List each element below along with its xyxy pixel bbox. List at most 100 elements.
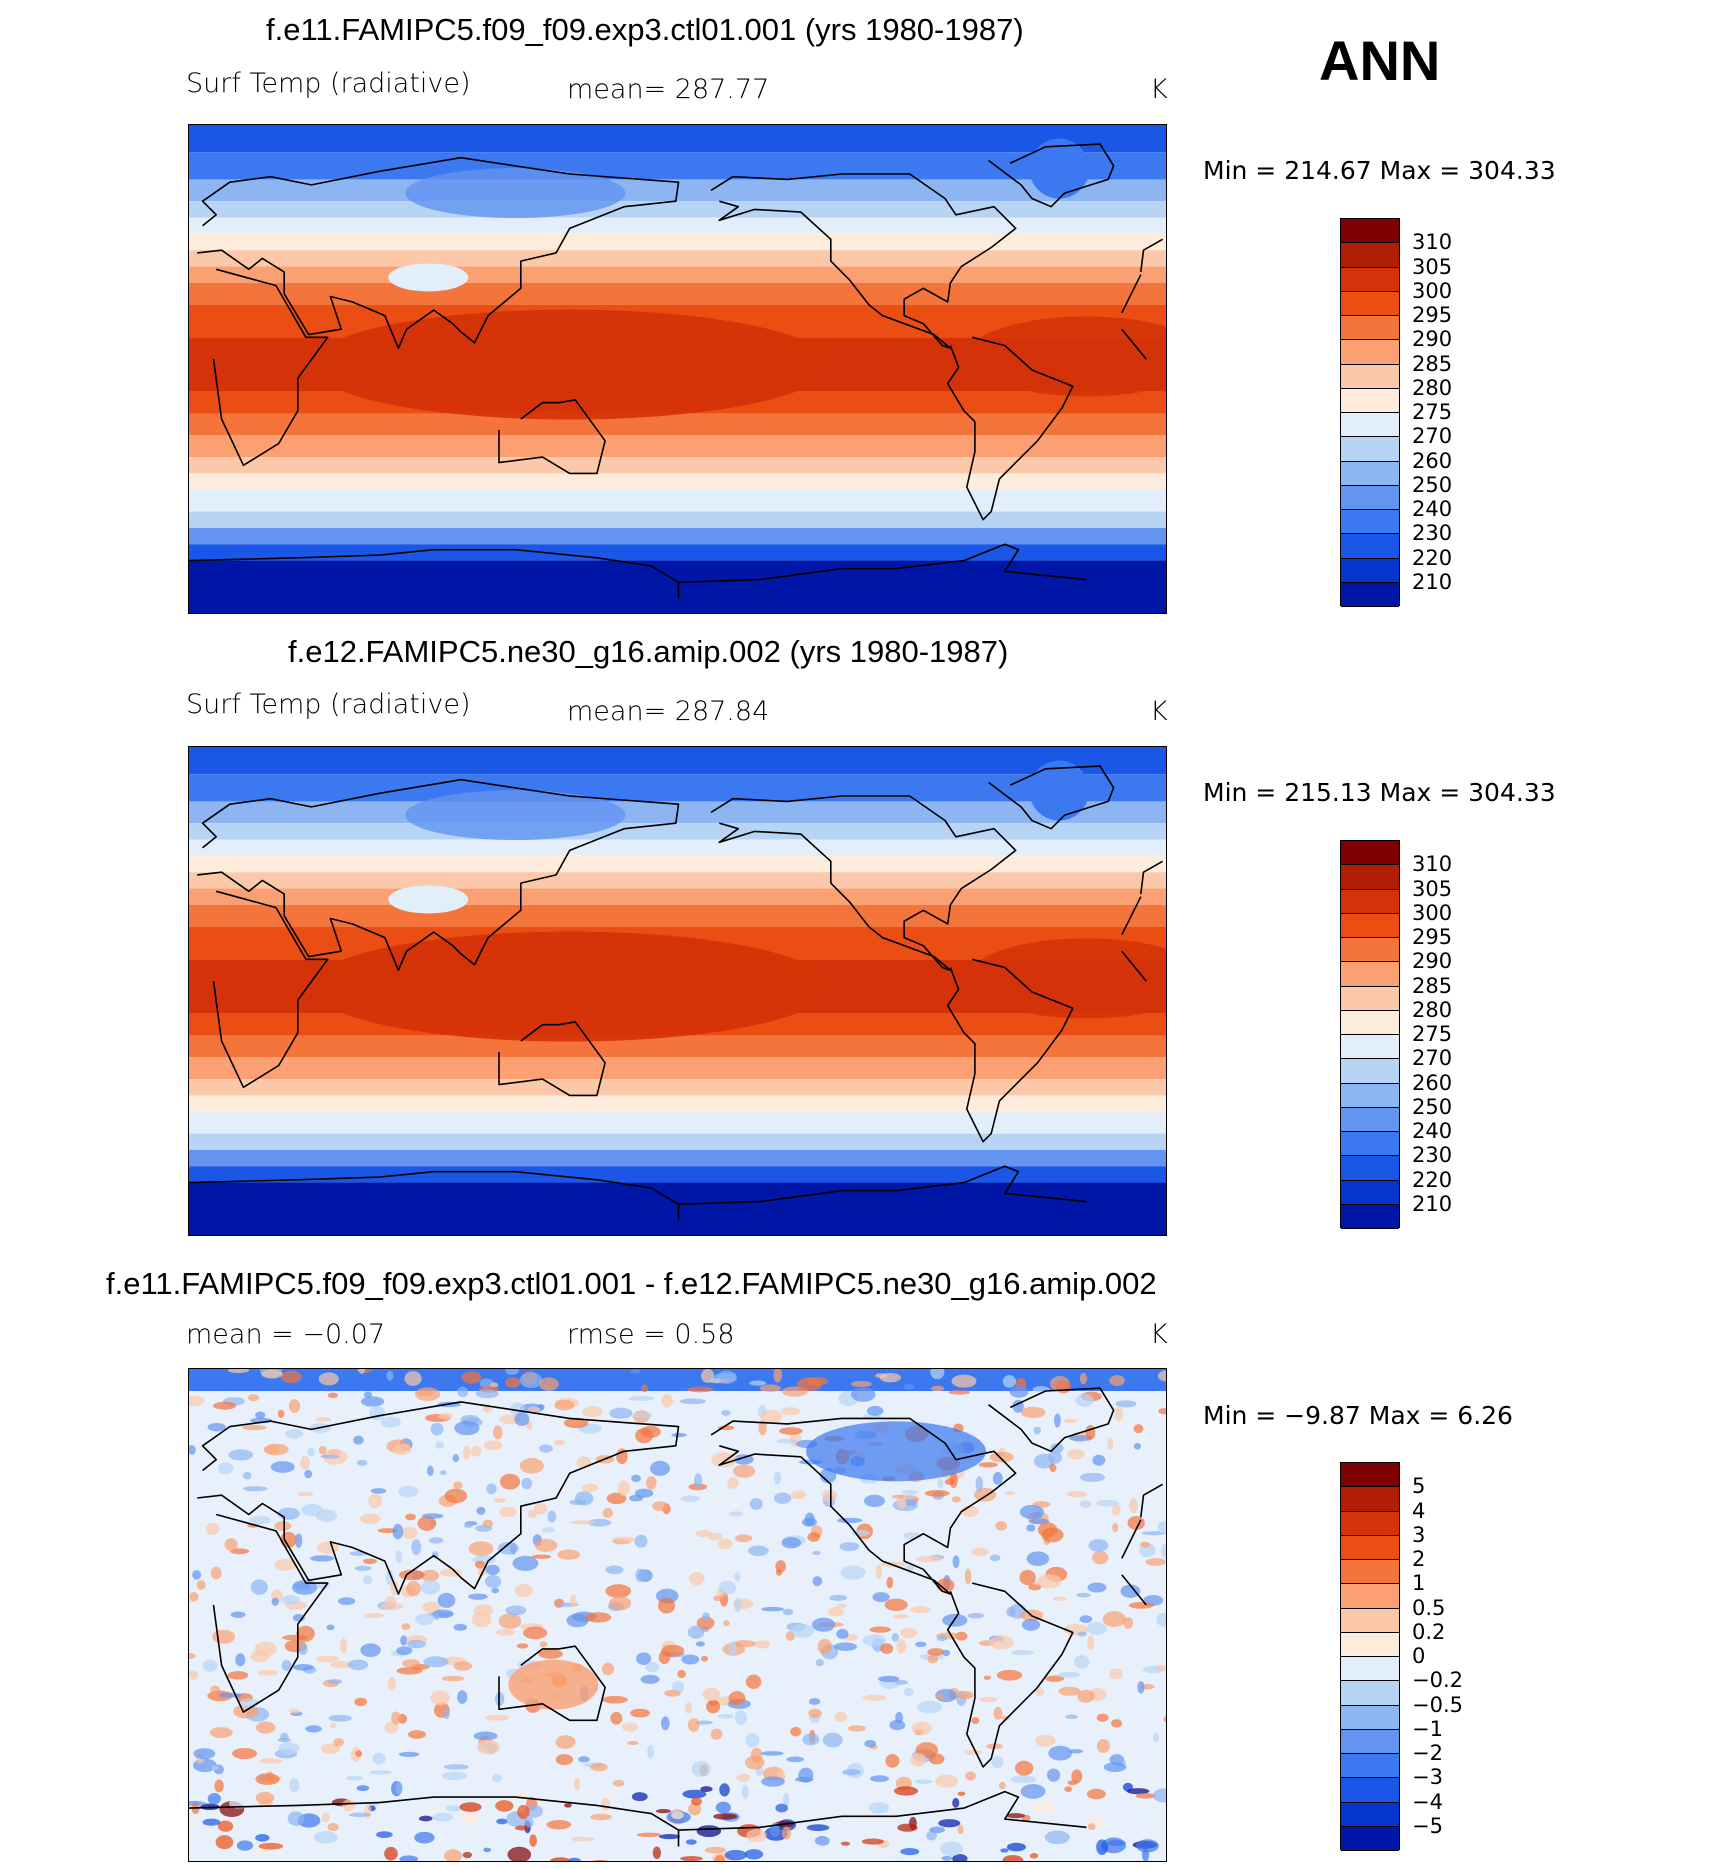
difference-speckle (1005, 1491, 1015, 1496)
temperature-band (189, 747, 1166, 775)
difference-speckle (355, 1750, 363, 1757)
difference-speckle (416, 1390, 434, 1397)
difference-speckle (1048, 1745, 1073, 1761)
difference-speckle (1115, 1400, 1137, 1408)
difference-speckle (685, 1839, 697, 1845)
temperature-band (189, 511, 1166, 528)
difference-speckle (418, 1815, 433, 1822)
difference-speckle (217, 1462, 234, 1475)
difference-speckle (836, 1628, 849, 1640)
difference-speckle (948, 1390, 971, 1395)
difference-speckle (281, 1595, 301, 1605)
temperature-band (189, 457, 1166, 474)
difference-speckle (277, 1737, 292, 1743)
difference-speckle (483, 1847, 492, 1853)
difference-speckle (1109, 1375, 1125, 1387)
difference-speckle (1076, 1592, 1091, 1598)
difference-speckle (671, 1811, 684, 1820)
difference-speckle (499, 1506, 517, 1518)
difference-speckle (693, 1473, 703, 1488)
difference-speckle (320, 1743, 340, 1754)
difference-speckle (327, 1679, 343, 1685)
colorbar-box (1341, 1560, 1399, 1585)
difference-speckle (713, 1813, 738, 1820)
difference-speckle (930, 1369, 945, 1380)
difference-speckle (473, 1731, 498, 1741)
colorbar-tick-label: 220 (1412, 1167, 1453, 1192)
difference-speckle (864, 1739, 877, 1748)
difference-speckle (719, 1783, 730, 1797)
difference-speckle (387, 1676, 396, 1690)
difference-speckle (372, 1752, 386, 1765)
difference-speckle (957, 1791, 966, 1796)
temperature-band (189, 125, 1166, 153)
season-label: ANN (1319, 29, 1441, 92)
colorbar-box (1341, 1754, 1399, 1779)
difference-speckle (996, 1669, 1023, 1681)
difference-speckle (569, 1499, 586, 1506)
temperature-band (189, 888, 1166, 905)
warm-pool (966, 316, 1166, 397)
difference-speckle (232, 1747, 258, 1760)
difference-speckle (681, 1495, 700, 1503)
difference-speckle (750, 1747, 763, 1763)
difference-speckle (1019, 1504, 1045, 1520)
difference-speckle (524, 1804, 543, 1818)
colorbar-tick-label: 270 (1412, 1046, 1453, 1071)
difference-speckle (836, 1517, 863, 1524)
difference-speckle (812, 1576, 823, 1587)
temperature-band (189, 282, 1166, 305)
difference-speckle (900, 1848, 920, 1856)
difference-speckle (1049, 1463, 1057, 1473)
difference-speckle (495, 1800, 514, 1812)
difference-speckle (733, 1454, 754, 1465)
colorbar-box (1341, 1107, 1399, 1132)
difference-speckle (485, 1564, 500, 1576)
temperature-band (189, 233, 1166, 251)
difference-speckle (384, 1846, 398, 1861)
difference-speckle (563, 1417, 589, 1429)
difference-speckle (1006, 1842, 1026, 1852)
colorbar-tick-label: −4 (1412, 1789, 1443, 1814)
colorbar-box (1341, 986, 1399, 1011)
coastline (988, 143, 1115, 208)
difference-speckle (952, 1555, 960, 1569)
temperature-band (189, 872, 1166, 889)
colorbar-box (1341, 388, 1399, 413)
difference-speckle (356, 1785, 370, 1792)
temperature-band (189, 201, 1166, 218)
difference-speckle (734, 1710, 747, 1726)
difference-speckle (745, 1733, 760, 1748)
difference-speckle (340, 1638, 348, 1654)
coastline (498, 399, 606, 475)
warm-pool (309, 931, 830, 1042)
difference-speckle (965, 1771, 976, 1781)
colorbar-tick-label: 300 (1412, 278, 1453, 303)
colorbar-box (1341, 1059, 1399, 1084)
difference-speckle (1109, 1668, 1123, 1680)
difference-speckle (900, 1627, 918, 1639)
difference-speckle (910, 1752, 927, 1767)
difference-speckle (457, 1386, 469, 1398)
difference-speckle (453, 1481, 463, 1490)
difference-speckle (437, 1592, 456, 1609)
difference-speckle (590, 1813, 612, 1821)
difference-speckle (635, 1568, 645, 1582)
difference-speckle (746, 1829, 767, 1843)
difference-speckle (1141, 1531, 1166, 1536)
temperature-band (189, 152, 1166, 180)
difference-speckle (681, 1654, 700, 1665)
colorbar-box (1341, 889, 1399, 914)
panel2-title: f.e12.FAMIPC5.ne30_g16.amip.002 (yrs 198… (288, 634, 1009, 669)
difference-speckle (840, 1841, 851, 1846)
difference-speckle (1092, 1454, 1106, 1466)
difference-speckle (539, 1444, 553, 1453)
difference-speckle (690, 1797, 703, 1806)
difference-speckle (1079, 1372, 1088, 1385)
difference-speckle (1157, 1370, 1166, 1382)
difference-speckle (744, 1849, 764, 1860)
difference-speckle (430, 1806, 446, 1811)
difference-speckle (296, 1625, 315, 1642)
difference-speckle (289, 1778, 300, 1793)
difference-speckle (942, 1649, 951, 1657)
